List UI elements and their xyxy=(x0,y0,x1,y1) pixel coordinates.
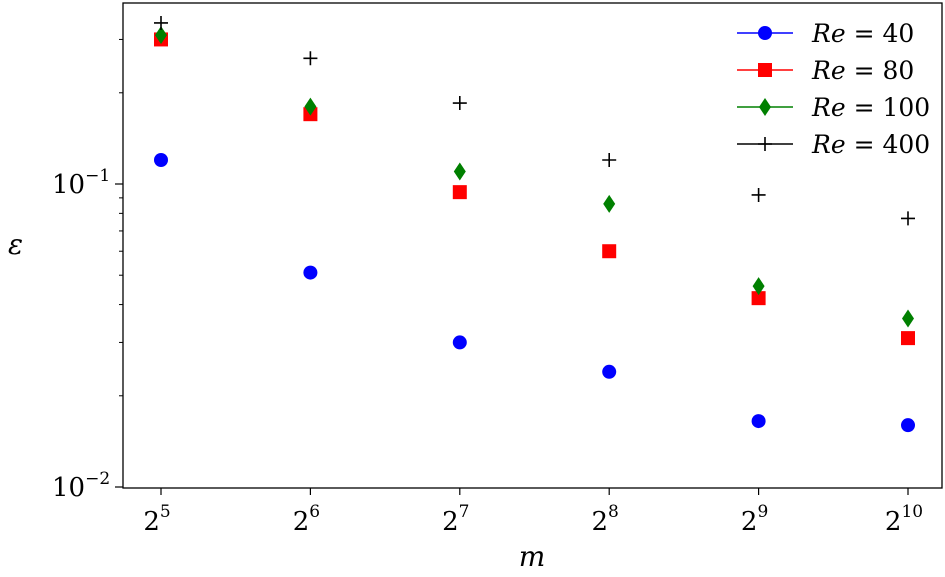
x-tick-label: 27 xyxy=(442,502,469,537)
legend-var: Re xyxy=(811,130,846,159)
legend-eq: = xyxy=(846,130,883,159)
legend-marker xyxy=(758,26,772,40)
y-tick-label: 10−2 xyxy=(52,469,110,503)
x-tick-label: 210 xyxy=(885,502,923,537)
legend-value: 40 xyxy=(882,19,914,48)
data-point-re-400 xyxy=(303,51,318,66)
legend-value: 80 xyxy=(882,56,914,85)
legend-marker xyxy=(758,137,772,151)
series-400 xyxy=(154,15,915,226)
legend-var: Re xyxy=(811,93,846,122)
data-point-re-80 xyxy=(602,244,617,259)
y-tick-labels: 10−110−2 xyxy=(52,166,110,503)
data-point-re-100 xyxy=(155,26,167,45)
x-tick-exponent: 8 xyxy=(608,502,619,522)
series-40 xyxy=(154,153,915,433)
legend-value: 400 xyxy=(882,130,930,159)
plot-area-frame xyxy=(122,2,943,489)
x-tick-base: 2 xyxy=(741,507,758,537)
legend-eq: = xyxy=(846,93,883,122)
data-point-re-80 xyxy=(751,291,766,306)
data-point-re-80 xyxy=(452,185,467,200)
legend-var: Re xyxy=(811,19,846,48)
x-tick-labels: 25 26 27 28 29 210 xyxy=(143,502,923,537)
data-point-re-100 xyxy=(752,277,765,296)
axis-ticks xyxy=(115,38,909,495)
x-tick-base: 2 xyxy=(885,507,902,537)
x-tick-exponent: 9 xyxy=(757,502,768,522)
y-axis-label: ε xyxy=(8,228,23,261)
y-tick-exponent: −1 xyxy=(85,166,110,186)
data-point-re-40 xyxy=(602,364,617,379)
x-tick-base: 2 xyxy=(442,507,459,537)
x-axis-label: m xyxy=(519,540,546,573)
series-80 xyxy=(154,32,915,346)
data-point-re-40 xyxy=(452,335,467,350)
x-tick-label: 26 xyxy=(293,502,320,537)
data-point-re-100 xyxy=(453,162,466,181)
legend-eq: = xyxy=(846,56,883,85)
legend-entry-re-400: Re = 400 xyxy=(737,130,930,159)
data-point-re-80 xyxy=(901,331,915,346)
data-point-re-100 xyxy=(603,194,616,213)
y-tick-exponent: −2 xyxy=(85,469,110,489)
data-point-re-40 xyxy=(751,414,766,429)
legend-entry-re-100: Re = 100 xyxy=(737,93,930,122)
legend-label: Re = 40 xyxy=(811,19,914,48)
x-tick-exponent: 5 xyxy=(160,502,171,522)
legend-var: Re xyxy=(811,56,846,85)
data-point-re-400 xyxy=(751,187,766,202)
legend-eq: = xyxy=(846,19,883,48)
y-tick-base: 10 xyxy=(52,170,85,200)
legend-label: Re = 80 xyxy=(811,56,914,85)
legend-label: Re = 100 xyxy=(811,93,930,122)
x-tick-label: 25 xyxy=(143,502,170,537)
x-tick-base: 2 xyxy=(592,507,609,537)
legend-value: 100 xyxy=(882,93,930,122)
data-markers xyxy=(154,15,915,433)
legend-entry-re-80: Re = 80 xyxy=(737,56,914,85)
data-point-re-100 xyxy=(902,309,914,328)
data-point-re-400 xyxy=(602,153,617,168)
data-point-re-100 xyxy=(304,97,317,116)
data-point-re-40 xyxy=(154,153,168,168)
legend-entry-re-40: Re = 40 xyxy=(737,19,914,48)
data-point-re-40 xyxy=(303,265,318,280)
y-tick-label: 10−1 xyxy=(52,166,110,200)
data-point-re-400 xyxy=(452,96,467,111)
legend-label: Re = 400 xyxy=(811,130,930,159)
data-point-re-40 xyxy=(901,418,915,433)
legend-marker xyxy=(758,63,772,77)
x-tick-exponent: 6 xyxy=(309,502,320,522)
x-tick-exponent: 10 xyxy=(901,502,923,522)
x-tick-label: 29 xyxy=(741,502,768,537)
x-tick-exponent: 7 xyxy=(459,502,470,522)
x-tick-base: 2 xyxy=(293,507,310,537)
data-point-re-400 xyxy=(901,211,915,226)
x-tick-label: 28 xyxy=(592,502,619,537)
y-tick-base: 10 xyxy=(52,473,85,503)
data-point-re-400 xyxy=(154,15,168,30)
legend-marker xyxy=(759,98,771,116)
series-100 xyxy=(155,26,914,328)
x-tick-base: 2 xyxy=(143,507,160,537)
